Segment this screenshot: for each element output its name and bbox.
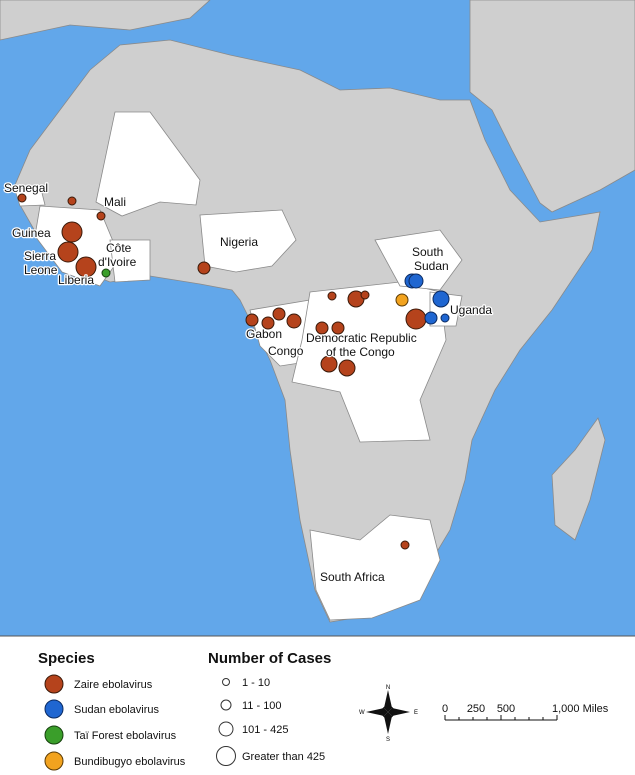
legend-swatch <box>44 725 64 745</box>
country-label: South <box>412 245 443 259</box>
scale-label: 0 <box>442 703 448 715</box>
compass-label: W <box>359 710 365 716</box>
country-label: Democratic Republic <box>306 331 417 345</box>
legend-label: 101 - 425 <box>242 724 288 736</box>
scale-label: 500 <box>497 703 515 715</box>
country-label: Liberia <box>58 273 94 287</box>
country-label: of the Congo <box>326 345 395 359</box>
size-swatch <box>220 699 232 711</box>
compass-label: S <box>386 737 390 743</box>
country-label: Gabon <box>246 327 282 341</box>
legend-swatch <box>44 674 64 694</box>
country-label: Congo <box>268 344 304 358</box>
legend-label: Zaire ebolavirus <box>74 679 153 691</box>
country-label: d'Ivoire <box>98 255 137 269</box>
legend-title: Number of Cases <box>208 650 331 667</box>
legend-swatch <box>44 751 64 771</box>
country-label: South Africa <box>320 570 385 584</box>
legend-label: 1 - 10 <box>242 677 270 689</box>
compass-label: N <box>386 685 390 691</box>
size-swatch <box>218 721 234 737</box>
outbreaks <box>17 193 450 550</box>
scale-label: 250 <box>467 703 485 715</box>
country-label: Nigeria <box>220 235 258 249</box>
country-label: Sudan <box>414 259 449 273</box>
size-swatch <box>222 678 230 686</box>
country-label: Senegal <box>4 181 48 195</box>
country-label: Guinea <box>12 226 51 240</box>
legend-label: Bundibugyo ebolavirus <box>74 756 186 768</box>
country-label: Sierra <box>24 249 56 263</box>
legend-title: Species <box>38 650 95 667</box>
legend-label: Taï Forest ebolavirus <box>74 730 177 742</box>
country-label: Côte <box>106 241 132 255</box>
scale-label: 1,000 Miles <box>552 703 609 715</box>
country-label: Leone <box>24 263 58 277</box>
scale-bar <box>444 715 558 721</box>
legend-label: Greater than 425 <box>242 751 325 763</box>
compass: N E S W <box>359 685 418 743</box>
compass-label: E <box>414 710 418 716</box>
country-labels: Senegal Mali Guinea Sierra Leone Liberia… <box>3 180 494 586</box>
legend-label: 11 - 100 <box>242 700 282 712</box>
size-swatch <box>216 746 236 766</box>
legend-label: Sudan ebolavirus <box>74 704 160 716</box>
legend: Species Zaire ebolavirus Sudan ebolaviru… <box>38 650 331 771</box>
country-label: Uganda <box>450 303 492 317</box>
legend-swatch <box>44 699 64 719</box>
country-label: Mali <box>104 195 126 209</box>
